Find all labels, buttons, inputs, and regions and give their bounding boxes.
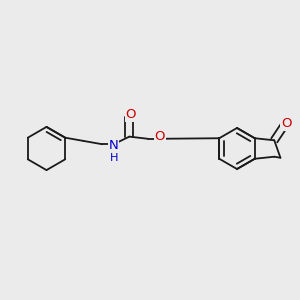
Text: H: H: [110, 153, 118, 163]
Text: O: O: [126, 108, 136, 121]
Text: O: O: [154, 130, 165, 143]
Text: O: O: [281, 117, 291, 130]
Text: N: N: [109, 139, 119, 152]
